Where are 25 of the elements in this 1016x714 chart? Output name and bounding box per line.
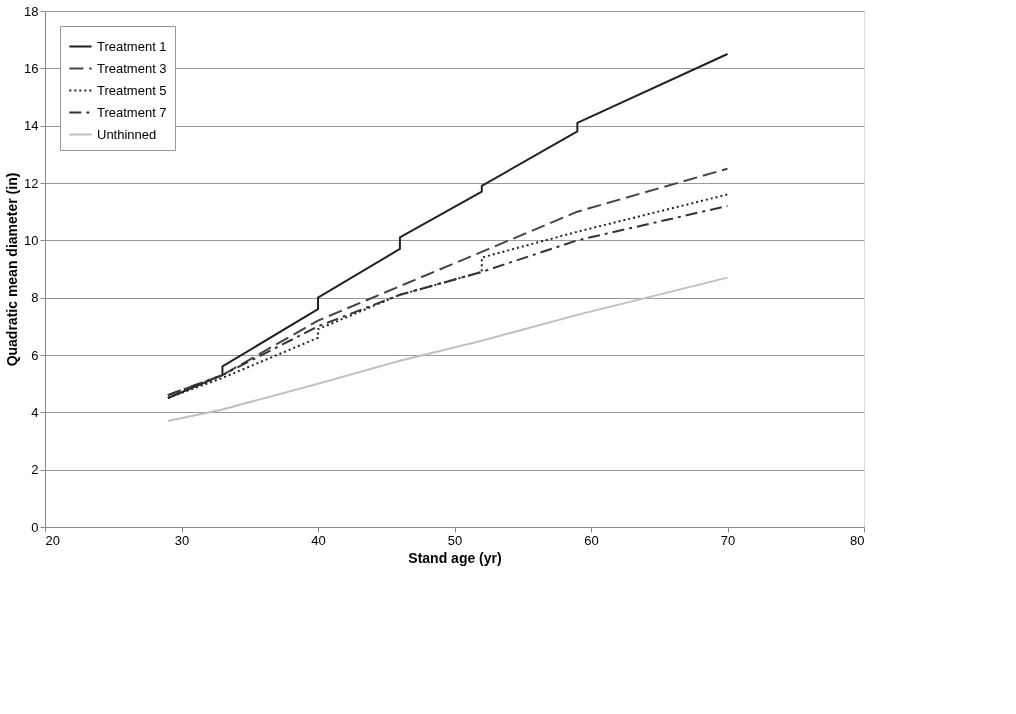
- legend-label: Treatment 7: [97, 104, 167, 120]
- line-series: [166, 276, 729, 422]
- y-tick-label: 18: [24, 3, 39, 19]
- x-tick-label: 70: [720, 532, 736, 548]
- y-tick-label: 10: [24, 232, 39, 248]
- x-tick-label: 50: [447, 532, 463, 548]
- x-tick-label: 80: [850, 532, 865, 548]
- legend-label: Treatment 1: [97, 38, 167, 54]
- legend-label: Unthinned: [97, 126, 157, 142]
- x-axis-title: Stand age (yr): [408, 549, 502, 566]
- y-tick-label: 0: [31, 519, 39, 535]
- x-tick-label: 30: [174, 532, 190, 548]
- y-tick-label: 2: [31, 462, 39, 478]
- y-tick-label: 14: [24, 118, 39, 134]
- x-tick-label: 40: [311, 532, 326, 548]
- legend-label: Treatment 5: [97, 82, 167, 98]
- y-tick-label: 16: [24, 60, 39, 76]
- x-tick-label: 20: [45, 532, 60, 548]
- y-tick-label: 8: [31, 290, 39, 306]
- y-tick-label: 4: [31, 404, 39, 420]
- y-axis-title: Quadratic mean diameter (in): [4, 172, 21, 367]
- x-tick-label: 60: [584, 532, 599, 548]
- y-tick-label: 6: [31, 347, 39, 363]
- y-tick-label: 12: [24, 175, 39, 191]
- legend-label: Treatment 3: [97, 60, 167, 76]
